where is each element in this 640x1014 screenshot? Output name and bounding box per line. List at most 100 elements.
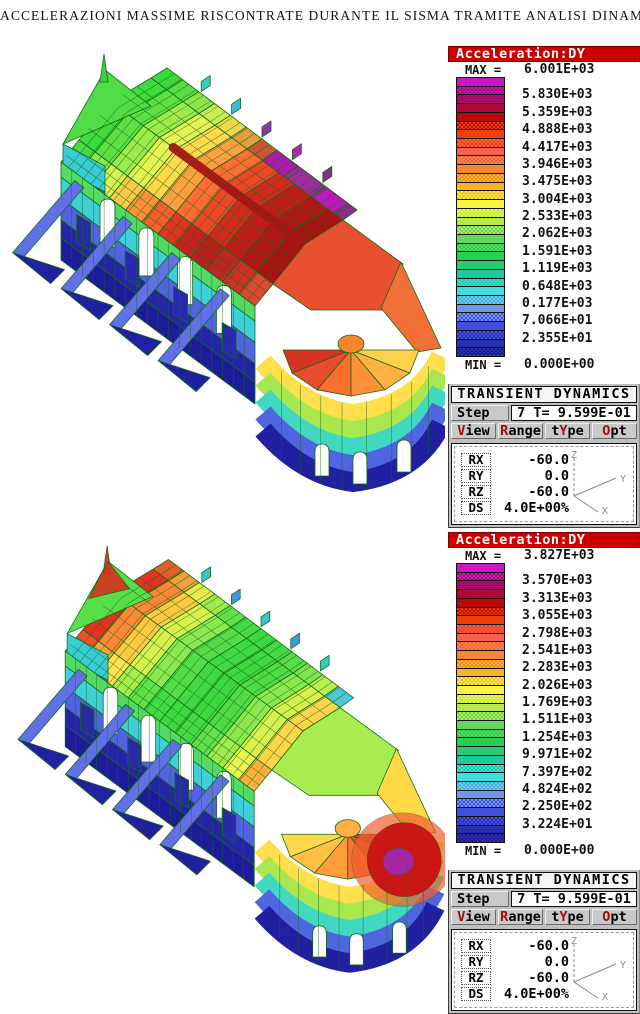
legend-value: 2.798E+03 <box>522 625 593 641</box>
transient-dynamics-panel: TRANSIENT DYNAMICS Step 7 T= 9.599E-01 V… <box>448 870 640 1014</box>
rotation-readouts: RX -60.0 RY 0.0 RZ -60.0 DS 4.0E+00% <box>461 938 569 1002</box>
panel-title: TRANSIENT DYNAMICS <box>451 872 637 889</box>
colorbar-band <box>457 815 504 825</box>
axis-x-label: X <box>602 992 608 1002</box>
colorbar-band <box>457 824 504 834</box>
colorbar-band <box>457 711 504 720</box>
readout-value: 4.0E+00% <box>503 499 569 516</box>
legend-max-row: MAX = 6.001E+03 <box>448 62 640 77</box>
step-value-field: 7 T= 9.599E-01 <box>511 891 637 907</box>
colorbar-band <box>457 347 504 356</box>
colorbar-band <box>457 103 504 112</box>
menu-item-type[interactable]: tYpe <box>545 909 590 925</box>
colorbar-band <box>457 606 504 616</box>
colorbar-band <box>457 242 504 252</box>
max-value: 6.001E+03 <box>524 62 595 77</box>
menu-item-view[interactable]: View <box>451 909 496 925</box>
legend-values: 5.830E+03 5.359E+03 4.888E+03 4.417E+03 3.94… <box>514 77 638 357</box>
colorbar-band <box>457 754 504 764</box>
colorbar-band <box>457 564 504 572</box>
readout-row-ds: DS 4.0E+00% <box>461 499 569 516</box>
readout-row-ry: RY 0.0 <box>461 954 569 970</box>
readout-row-rz: RZ -60.0 <box>461 483 569 500</box>
readout-label: RX <box>461 452 491 467</box>
step-button[interactable]: Step <box>451 405 509 421</box>
colorbar-band <box>457 597 504 607</box>
colorbar-band <box>457 277 504 287</box>
legend-value: 7.066E+01 <box>522 313 593 329</box>
legend-values: 3.570E+03 3.313E+03 3.055E+03 2.798E+03 2.54… <box>514 563 638 843</box>
page-title: ACCELERAZIONI MASSIME RISCONTRATE DURANT… <box>0 8 640 23</box>
legend-value: 3.475E+03 <box>522 174 593 190</box>
legend-value: 3.570E+03 <box>522 573 593 589</box>
menu-bar: View Range tYpe Opt <box>451 909 637 925</box>
readout-label: RZ <box>461 484 491 499</box>
legend-value: 4.888E+03 <box>522 122 593 138</box>
legend-colorbar <box>456 77 505 357</box>
colorbar-band <box>457 146 504 156</box>
colorbar-band <box>457 303 504 313</box>
colorbar-band <box>457 268 504 278</box>
legend-value: 1.591E+03 <box>522 243 593 259</box>
max-value: 3.827E+03 <box>524 548 595 563</box>
legend-title-banner: Acceleration:DY <box>448 46 640 62</box>
colorbar-band <box>457 155 504 165</box>
colorbar-band <box>457 693 504 703</box>
colorbar-band <box>457 746 504 755</box>
readout-label: DS <box>461 986 491 1001</box>
legend-value: 1.769E+03 <box>522 695 593 710</box>
panel-title: TRANSIENT DYNAMICS <box>451 386 637 403</box>
legend-value: 2.283E+03 <box>522 660 593 676</box>
colorbar-band <box>457 129 504 139</box>
readout-label: DS <box>461 500 491 515</box>
colorbar-band <box>457 78 504 86</box>
colorbar-band <box>457 676 504 686</box>
colorbar-band <box>457 329 504 339</box>
legend-value: 5.359E+03 <box>522 104 593 120</box>
axis-triad: Z Y X <box>571 450 626 516</box>
axis-x-label: X <box>602 506 608 516</box>
colorbar-band <box>457 580 504 590</box>
legend-value: 4.824E+02 <box>522 781 593 797</box>
colorbar-band <box>457 199 504 208</box>
readout-row-rx: RX -60.0 <box>461 938 569 954</box>
colorbar-band <box>457 172 504 182</box>
menu-bar: View Range tYpe Opt <box>451 423 637 439</box>
min-value: 0.000E+00 <box>524 843 595 858</box>
menu-item-range[interactable]: Range <box>498 909 543 925</box>
readout-label: RY <box>461 468 491 483</box>
readout-value: -60.0 <box>528 483 569 500</box>
colorbar-band <box>457 111 504 121</box>
legend-value: 2.533E+03 <box>522 209 593 224</box>
legend-value: 5.830E+03 <box>522 87 593 103</box>
readout-row-ry: RY 0.0 <box>461 468 569 484</box>
colorbar-band <box>457 216 504 226</box>
legend-value: 2.250E+02 <box>522 799 593 815</box>
colorbar-band <box>457 94 504 104</box>
colorbar-band <box>457 312 504 322</box>
colorbar-band <box>457 190 504 200</box>
colorbar-band <box>457 207 504 217</box>
colorbar-band <box>457 719 504 729</box>
legend-max-row: MAX = 3.827E+03 <box>448 548 640 563</box>
menu-item-opt[interactable]: Opt <box>592 909 637 925</box>
menu-item-view[interactable]: View <box>451 423 496 439</box>
readout-value: -60.0 <box>528 451 569 468</box>
menu-item-opt[interactable]: Opt <box>592 423 637 439</box>
readout-row-rx: RX -60.0 <box>461 451 569 468</box>
transient-dynamics-panel: TRANSIENT DYNAMICS Step 7 T= 9.599E-01 V… <box>448 384 640 528</box>
readout-value: -60.0 <box>528 969 569 986</box>
step-button[interactable]: Step <box>451 891 509 907</box>
menu-item-range[interactable]: Range <box>498 423 543 439</box>
results-panel-top: Acceleration:DY MAX = 6.001E+03 5.830E+0… <box>448 46 640 528</box>
colorbar-band <box>457 338 504 348</box>
step-value-field: 7 T= 9.599E-01 <box>511 405 637 421</box>
colorbar-band <box>457 702 504 712</box>
colorbar-band <box>457 658 504 668</box>
menu-item-type[interactable]: tYpe <box>545 423 590 439</box>
legend-value: 2.355E+01 <box>522 330 593 346</box>
colorbar-band <box>457 789 504 799</box>
view-info-box: RX -60.0 RY 0.0 RZ -60.0 DS 4.0E+00% Z Y X <box>451 443 637 525</box>
legend-value: 2.541E+03 <box>522 642 593 658</box>
